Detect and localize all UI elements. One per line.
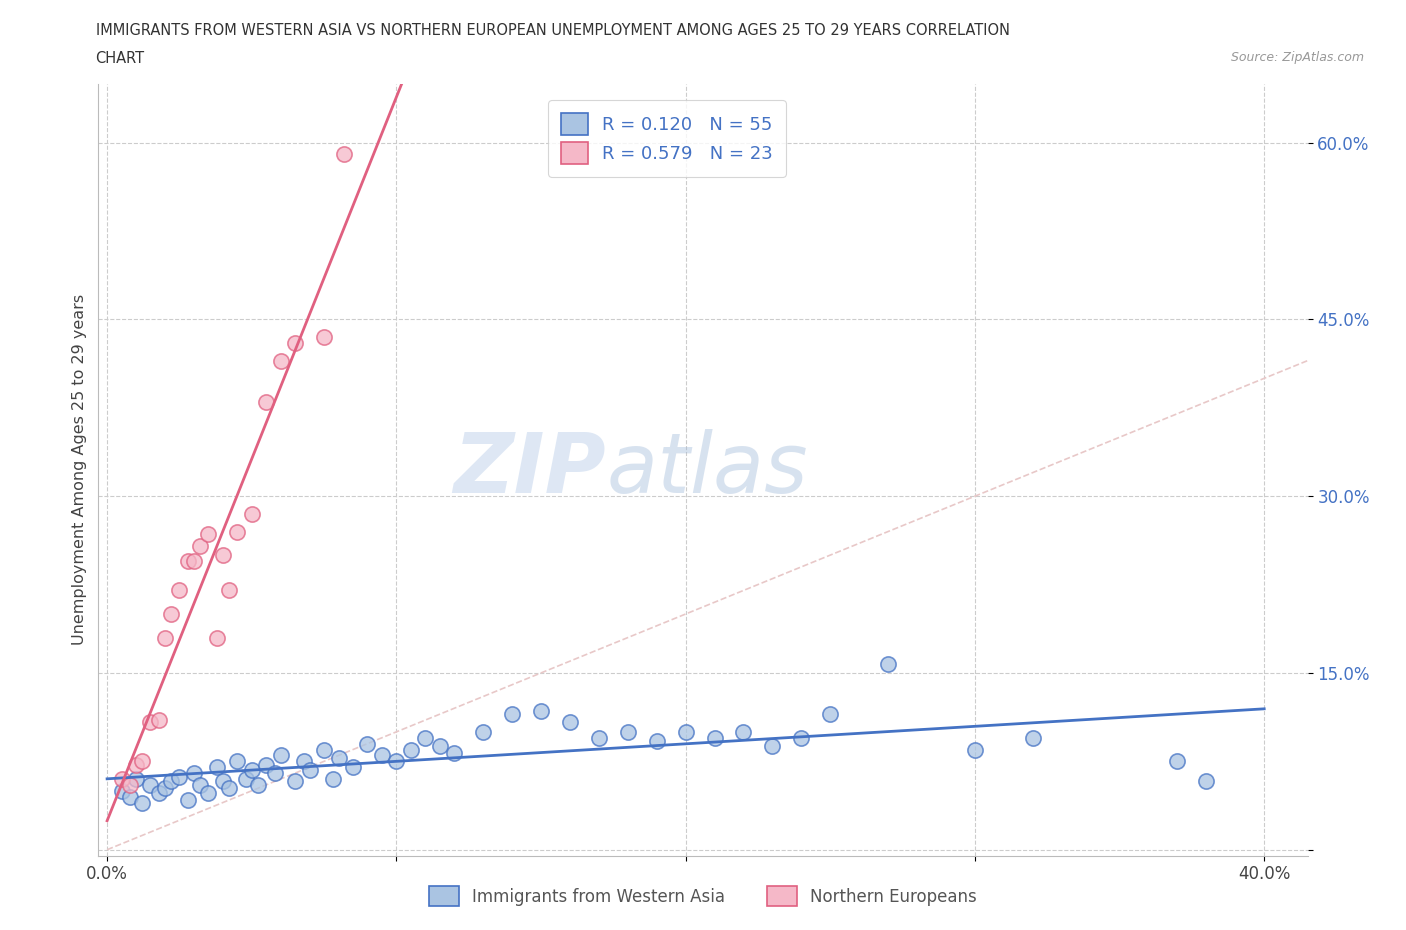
Point <box>197 526 219 541</box>
Point <box>218 583 240 598</box>
Point <box>226 754 249 769</box>
Point <box>153 781 176 796</box>
Legend: Immigrants from Western Asia, Northern Europeans: Immigrants from Western Asia, Northern E… <box>422 880 984 912</box>
Point <box>235 772 257 787</box>
Point <box>413 730 436 745</box>
Point <box>177 553 200 568</box>
Point <box>1022 730 1045 745</box>
Point <box>703 730 725 745</box>
Point <box>125 757 148 772</box>
Point <box>333 147 356 162</box>
Point <box>148 712 170 727</box>
Point <box>820 707 842 722</box>
Point <box>125 772 148 787</box>
Point <box>790 730 813 745</box>
Point <box>1166 754 1188 769</box>
Point <box>188 538 211 553</box>
Point <box>371 748 394 763</box>
Point <box>761 738 783 753</box>
Y-axis label: Unemployment Among Ages 25 to 29 years: Unemployment Among Ages 25 to 29 years <box>72 294 87 645</box>
Point <box>120 790 142 804</box>
Point <box>530 703 553 718</box>
Point <box>877 656 900 671</box>
Point <box>675 724 697 739</box>
Point <box>183 553 205 568</box>
Point <box>211 774 233 789</box>
Point <box>429 738 451 753</box>
Point <box>131 754 153 769</box>
Point <box>270 353 292 368</box>
Point <box>284 336 307 351</box>
Point <box>356 737 378 751</box>
Point <box>159 606 181 621</box>
Point <box>298 762 321 777</box>
Point <box>188 777 211 792</box>
Legend: R = 0.120   N = 55, R = 0.579   N = 23: R = 0.120 N = 55, R = 0.579 N = 23 <box>548 100 786 177</box>
Point <box>312 742 335 757</box>
Point <box>246 777 269 792</box>
Point <box>218 781 240 796</box>
Point <box>1195 774 1218 789</box>
Point <box>254 394 277 409</box>
Point <box>270 748 292 763</box>
Point <box>183 765 205 780</box>
Point <box>733 724 755 739</box>
Text: IMMIGRANTS FROM WESTERN ASIA VS NORTHERN EUROPEAN UNEMPLOYMENT AMONG AGES 25 TO : IMMIGRANTS FROM WESTERN ASIA VS NORTHERN… <box>96 23 1010 38</box>
Point <box>501 707 523 722</box>
Point <box>169 769 191 784</box>
Point <box>645 734 668 749</box>
Text: Source: ZipAtlas.com: Source: ZipAtlas.com <box>1230 51 1364 64</box>
Point <box>197 786 219 801</box>
Point <box>131 795 153 810</box>
Text: atlas: atlas <box>606 429 808 511</box>
Point <box>120 777 142 792</box>
Point <box>284 774 307 789</box>
Point <box>963 742 986 757</box>
Point <box>617 724 640 739</box>
Point <box>226 525 249 539</box>
Point <box>558 715 581 730</box>
Point <box>139 777 162 792</box>
Text: ZIP: ZIP <box>454 429 606 511</box>
Point <box>385 754 408 769</box>
Point <box>177 792 200 807</box>
Point <box>211 548 233 563</box>
Point <box>328 751 350 765</box>
Point <box>312 329 335 344</box>
Point <box>148 786 170 801</box>
Point <box>292 754 315 769</box>
Point <box>240 507 263 522</box>
Point <box>110 783 132 798</box>
Point <box>240 762 263 777</box>
Point <box>399 742 422 757</box>
Point <box>159 774 181 789</box>
Point <box>322 772 344 787</box>
Text: CHART: CHART <box>96 51 145 66</box>
Point <box>110 772 132 787</box>
Point <box>139 715 162 730</box>
Point <box>342 760 364 775</box>
Point <box>443 746 465 761</box>
Point <box>472 724 495 739</box>
Point <box>264 765 287 780</box>
Point <box>205 760 228 775</box>
Point <box>588 730 610 745</box>
Point <box>254 757 277 772</box>
Point <box>153 631 176 645</box>
Point <box>205 631 228 645</box>
Point <box>169 583 191 598</box>
